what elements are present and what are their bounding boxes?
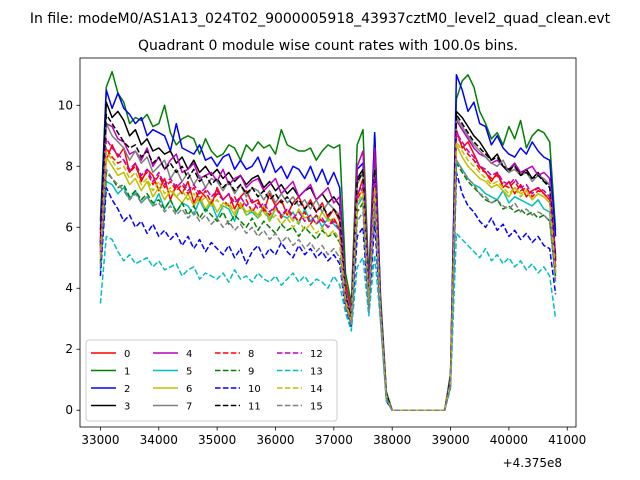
x-tick-label: 36000	[256, 433, 294, 447]
series-line-10	[99, 171, 557, 411]
legend-label: 14	[310, 384, 323, 395]
legend-label: 6	[186, 384, 192, 395]
y-tick-label: 6	[65, 220, 73, 234]
y-tick-label: 10	[58, 98, 73, 112]
series-line-13	[99, 232, 557, 411]
series-line-15	[99, 159, 557, 411]
plot-area	[99, 70, 557, 411]
legend-label: 7	[186, 402, 192, 413]
legend-label: 11	[248, 402, 261, 413]
legend-label: 12	[310, 349, 323, 360]
y-tick-label: 4	[65, 281, 73, 295]
series-line-4	[99, 119, 557, 411]
series-line-1	[99, 70, 557, 411]
y-tick-label: 8	[65, 159, 73, 173]
legend-label: 3	[124, 402, 130, 413]
x-tick-label: 35000	[198, 433, 236, 447]
legend-label: 2	[124, 384, 130, 395]
legend-label: 15	[310, 402, 323, 413]
series-line-2	[99, 74, 557, 411]
legend-label: 4	[186, 349, 192, 360]
x-tick-label: 38000	[373, 433, 411, 447]
x-axis-offset-label: +4.375e8	[503, 456, 562, 470]
chart-title: Quadrant 0 module wise count rates with …	[138, 38, 518, 54]
series-line-12	[99, 131, 557, 411]
legend-label: 9	[248, 367, 254, 378]
x-tick-label: 34000	[140, 433, 178, 447]
axes-frame	[79, 57, 577, 428]
series-line-14	[99, 141, 557, 411]
legend-label: 8	[248, 349, 254, 360]
axis-ticks: 33000 34000 35000 36000 37000 38000 39000 40000…	[58, 57, 586, 447]
y-tick-label: 2	[65, 342, 73, 356]
legend-label: 13	[310, 367, 323, 378]
x-tick-label: 40000	[490, 433, 528, 447]
x-tick-label: 33000	[81, 433, 119, 447]
x-tick-label: 37000	[315, 433, 353, 447]
series-line-5	[99, 159, 557, 411]
y-tick-label: 0	[65, 403, 73, 417]
figure-suptitle: In file: modeM0/AS1A13_024T02_9000005918…	[30, 11, 611, 27]
series-line-11	[99, 113, 557, 411]
legend-label: 1	[124, 367, 130, 378]
series-line-6	[99, 144, 557, 411]
legend-label: 10	[248, 384, 261, 395]
x-tick-label: 39000	[431, 433, 469, 447]
legend-frame	[85, 339, 338, 422]
legend-label: 0	[124, 349, 130, 360]
legend-label: 5	[186, 367, 192, 378]
series-line-7	[99, 116, 557, 411]
x-tick-label: 41000	[548, 433, 586, 447]
